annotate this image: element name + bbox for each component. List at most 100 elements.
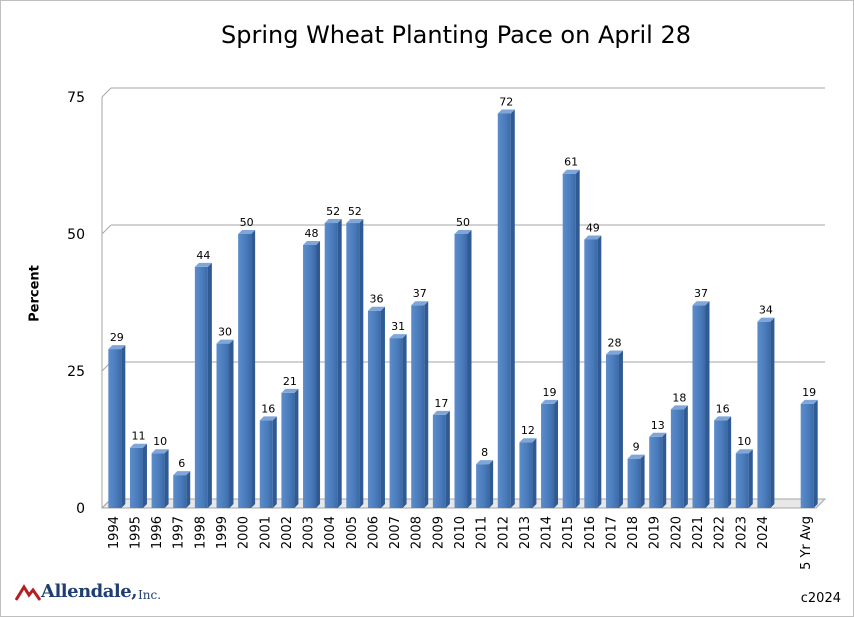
bar — [670, 405, 688, 508]
x-tick-label: 1999 — [215, 516, 230, 549]
x-tick-label: 1994 — [107, 516, 122, 549]
data-label: 16 — [261, 402, 275, 415]
data-label: 18 — [672, 391, 686, 404]
x-tick-label: 2018 — [626, 516, 641, 549]
bar — [476, 460, 494, 508]
bar — [714, 416, 732, 508]
data-label: 28 — [607, 337, 621, 350]
x-tick-label: 2019 — [648, 516, 663, 549]
bar — [649, 432, 667, 508]
copyright-text: c2024 — [800, 591, 841, 606]
bar — [194, 262, 212, 508]
y-tick-label: 50 — [67, 227, 85, 243]
bar — [411, 301, 429, 508]
x-tick-label: 2009 — [431, 516, 446, 549]
bar — [800, 399, 818, 508]
data-label: 37 — [694, 287, 708, 300]
bar — [346, 219, 364, 509]
data-label: 12 — [521, 424, 535, 437]
y-tick-label: 25 — [67, 364, 85, 380]
bar — [454, 230, 472, 508]
x-tick-label: 2001 — [258, 516, 273, 549]
x-tick-label: 2007 — [388, 516, 403, 549]
x-tick-label: 2017 — [604, 516, 619, 549]
x-tick-label: 1996 — [150, 516, 165, 549]
bar — [627, 454, 645, 508]
bar — [605, 350, 623, 508]
data-label: 8 — [481, 446, 488, 459]
bar — [692, 301, 710, 508]
data-label: 61 — [564, 156, 578, 169]
logo-mark-icon — [15, 584, 41, 601]
data-label: 52 — [326, 205, 340, 218]
data-label: 44 — [196, 249, 210, 262]
x-tick-label: 1995 — [128, 516, 143, 549]
x-tick-label: 2024 — [756, 516, 771, 549]
data-label: 36 — [369, 293, 383, 306]
data-label: 21 — [283, 375, 297, 388]
x-tick-label: 5 Yr Avg — [799, 516, 814, 570]
allendale-logo: Allendale, Inc. — [15, 581, 161, 602]
bar — [367, 306, 385, 508]
bar — [497, 109, 515, 508]
x-tick-label: 2016 — [583, 516, 598, 549]
data-label: 72 — [499, 95, 513, 108]
data-label: 19 — [802, 386, 816, 399]
bar — [303, 240, 321, 508]
data-label: 9 — [633, 441, 640, 454]
chart-plot: 29 11 10 6 44 30 50 16 21 48 52 52 36 31 37 17 50 8 72 12 19… — [67, 87, 827, 570]
bar — [757, 317, 775, 508]
bar — [389, 334, 407, 508]
logo-text: Allendale, — [41, 581, 138, 602]
bar — [108, 345, 126, 508]
bar — [259, 416, 277, 508]
x-tick-label: 2023 — [734, 516, 749, 549]
x-tick-label: 1998 — [193, 516, 208, 549]
data-label: 10 — [737, 435, 751, 448]
x-tick-label: 1997 — [172, 516, 187, 549]
data-label: 16 — [716, 402, 730, 415]
data-label: 34 — [759, 304, 773, 317]
data-label: 13 — [651, 419, 665, 432]
data-label: 10 — [153, 435, 167, 448]
x-tick-label: 2006 — [366, 516, 381, 549]
y-tick-label: 75 — [67, 90, 85, 106]
logo-suffix: Inc. — [138, 588, 162, 602]
x-tick-label: 2004 — [323, 516, 338, 549]
data-label: 30 — [218, 326, 232, 339]
x-tick-label: 2012 — [496, 516, 511, 549]
x-tick-label: 2002 — [280, 516, 295, 549]
gridline-depth — [101, 224, 112, 235]
data-label: 50 — [456, 216, 470, 229]
bar — [324, 219, 342, 509]
x-tick-label: 2011 — [475, 516, 490, 549]
chart-title: Spring Wheat Planting Pace on April 28 — [221, 21, 691, 49]
bar — [735, 449, 753, 508]
bar — [151, 449, 169, 508]
x-tick-label: 2013 — [518, 516, 533, 549]
data-label: 48 — [305, 227, 319, 240]
data-label: 17 — [434, 397, 448, 410]
data-label: 37 — [413, 287, 427, 300]
x-tick-label: 2000 — [237, 516, 252, 549]
data-label: 50 — [240, 216, 254, 229]
bar — [173, 471, 191, 508]
bar — [562, 169, 580, 508]
bar — [519, 438, 537, 508]
data-label: 52 — [348, 205, 362, 218]
bar — [216, 339, 234, 508]
bar — [432, 410, 450, 508]
x-tick-label: 2022 — [713, 516, 728, 549]
data-label: 11 — [131, 430, 145, 443]
data-label: 19 — [543, 386, 557, 399]
bar — [238, 230, 256, 508]
data-label: 29 — [110, 331, 124, 344]
x-tick-label: 2015 — [561, 516, 576, 549]
data-label: 6 — [178, 457, 185, 470]
y-tick-label: 0 — [76, 501, 85, 517]
x-tick-label: 2010 — [453, 516, 468, 549]
x-tick-label: 2020 — [669, 516, 684, 549]
bar — [584, 235, 602, 509]
bar — [281, 388, 299, 508]
